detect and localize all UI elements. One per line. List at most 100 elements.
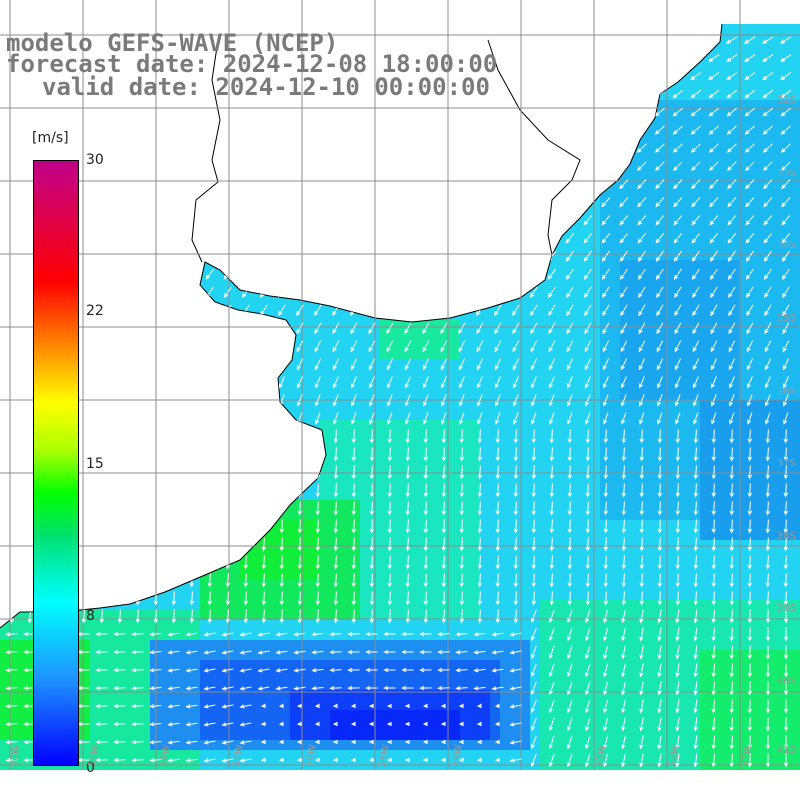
- wind-arrow: [476, 757, 483, 763]
- wind-arrow: [384, 197, 395, 208]
- wind-arrow: [710, 358, 718, 371]
- wind-arrow: [296, 358, 304, 371]
- wind-arrow: [206, 322, 214, 335]
- wind-arrow: [333, 501, 339, 516]
- wind-arrow: [657, 699, 662, 714]
- wind-arrow: [765, 753, 771, 768]
- wind-arrow: [221, 632, 234, 637]
- wind-arrow: [440, 340, 448, 353]
- wind-arrow: [765, 699, 771, 714]
- wind-arrow: [531, 429, 537, 444]
- wind-arrow: [349, 233, 359, 244]
- wind-arrow: [726, 125, 737, 135]
- wind-arrow: [386, 322, 394, 335]
- wind-arrow: [599, 36, 612, 44]
- wind-arrow: [458, 340, 466, 353]
- wind-arrow: [293, 668, 306, 673]
- wind-arrow: [294, 197, 305, 208]
- wind-arrow: [440, 721, 447, 727]
- wind-arrow: [405, 609, 411, 624]
- wind-arrow: [639, 555, 645, 570]
- wind-arrow: [603, 519, 609, 534]
- wind-arrow: [567, 465, 573, 480]
- wind-arrow: [567, 627, 573, 642]
- wind-arrow: [783, 447, 789, 462]
- wind-arrow: [135, 555, 141, 570]
- wind-arrow: [585, 663, 591, 678]
- wind-arrow: [78, 108, 90, 116]
- wind-arrow: [565, 268, 574, 280]
- wind-arrow: [386, 739, 392, 745]
- wind-arrow: [313, 215, 323, 226]
- wind-arrow: [420, 108, 432, 116]
- wind-arrow: [495, 501, 501, 516]
- wind-arrow: [513, 501, 519, 516]
- wind-arrow: [743, 36, 756, 44]
- wind-arrow: [297, 537, 303, 552]
- wind-arrow: [495, 429, 501, 444]
- wind-arrow: [187, 268, 196, 280]
- wind-arrow: [351, 573, 357, 588]
- wind-arrow: [401, 649, 414, 655]
- wind-arrow: [311, 667, 324, 673]
- wind-arrow: [135, 609, 141, 624]
- wind-arrow: [601, 197, 611, 208]
- wind-arrow: [315, 465, 321, 480]
- wind-arrow: [186, 161, 197, 171]
- wind-arrow: [153, 609, 159, 624]
- wind-arrow: [510, 161, 521, 171]
- wind-arrow: [350, 322, 358, 335]
- wind-arrow: [99, 519, 105, 534]
- wind-arrow: [27, 483, 33, 498]
- wind-arrow: [333, 555, 339, 570]
- wind-arrow: [27, 573, 33, 588]
- wind-arrow: [764, 286, 772, 299]
- wind-arrow: [223, 233, 233, 244]
- wind-arrow: [637, 179, 647, 190]
- wind-arrow: [188, 376, 195, 389]
- wind-arrow: [207, 483, 213, 498]
- wind-arrow: [405, 501, 411, 516]
- wind-arrow: [261, 429, 267, 444]
- wind-arrow: [582, 89, 594, 99]
- wind-arrow: [495, 465, 501, 480]
- wind-arrow: [422, 376, 429, 389]
- wind-arrow: [423, 609, 429, 624]
- wind-arrow: [149, 721, 162, 727]
- wind-arrow: [567, 699, 573, 714]
- wind-arrow: [224, 358, 232, 371]
- wind-arrow: [96, 126, 108, 135]
- wind-arrow: [369, 465, 375, 480]
- wind-arrow: [693, 699, 698, 714]
- wind-arrow: [27, 519, 33, 534]
- wind-arrow: [275, 632, 288, 637]
- wind-arrow: [531, 447, 537, 462]
- wind-arrow: [527, 90, 540, 98]
- wind-arrow: [603, 573, 609, 588]
- wind-arrow: [149, 739, 162, 745]
- wind-arrow: [745, 232, 755, 244]
- wind-arrow: [746, 322, 754, 335]
- wind-arrow: [404, 739, 410, 745]
- wind-arrow: [690, 161, 701, 172]
- wind-arrow: [657, 753, 662, 768]
- wind-arrow: [221, 650, 234, 655]
- wind-arrow: [311, 685, 324, 691]
- wind-arrow: [441, 394, 447, 407]
- wind-arrow: [765, 376, 771, 389]
- wind-arrow: [312, 108, 324, 116]
- wind-arrow: [783, 412, 789, 425]
- wind-arrow: [729, 753, 734, 768]
- wind-arrow: [763, 250, 772, 262]
- wind-arrow: [114, 197, 125, 208]
- wind-arrow: [475, 215, 485, 226]
- wind-arrow: [6, 143, 18, 153]
- wind-arrow: [512, 340, 520, 353]
- wind-arrow: [527, 54, 540, 62]
- wind-arrow: [441, 412, 447, 425]
- wind-arrow: [764, 340, 772, 353]
- wind-arrow: [764, 322, 772, 335]
- wind-arrow: [314, 703, 321, 709]
- wind-arrow: [582, 143, 593, 153]
- wind-arrow: [529, 233, 539, 244]
